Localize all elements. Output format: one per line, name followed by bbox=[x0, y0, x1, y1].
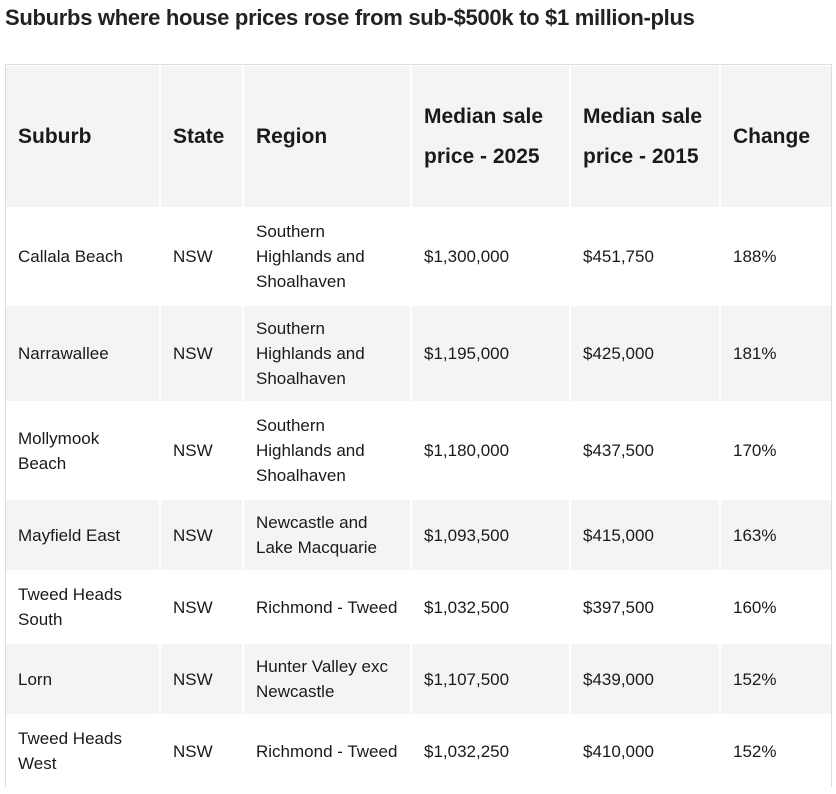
table-row: Lorn NSW Hunter Valley exc Newcastle $1,107… bbox=[6, 644, 831, 714]
cell-change: 181% bbox=[721, 306, 831, 401]
table-row: Mayfield East NSW Newcastle and Lake Macqu… bbox=[6, 500, 831, 570]
table-row: Narrawallee NSW Southern Highlands and Sho… bbox=[6, 306, 831, 401]
header-row: Suburb State Region Median sale price - … bbox=[6, 66, 831, 207]
header-suburb: Suburb bbox=[6, 66, 159, 207]
cell-price-2015: $425,000 bbox=[571, 306, 719, 401]
cell-suburb: Mayfield East bbox=[6, 500, 159, 570]
cell-change: 170% bbox=[721, 403, 831, 498]
table-row: Mollymook Beach NSW Southern Highlands and… bbox=[6, 403, 831, 498]
header-change: Change bbox=[721, 66, 831, 207]
cell-state: NSW bbox=[161, 716, 242, 786]
cell-change: 160% bbox=[721, 572, 831, 642]
cell-region: Southern Highlands and Shoalhaven bbox=[244, 403, 410, 498]
cell-suburb: Mollymook Beach bbox=[6, 403, 159, 498]
cell-change: 163% bbox=[721, 500, 831, 570]
table-row: Tweed Heads South NSW Richmond - Tweed $1,0… bbox=[6, 572, 831, 642]
cell-price-2015: $397,500 bbox=[571, 572, 719, 642]
cell-region: Richmond - Tweed bbox=[244, 716, 410, 786]
cell-state: NSW bbox=[161, 572, 242, 642]
cell-price-2025: $1,180,000 bbox=[412, 403, 569, 498]
cell-state: NSW bbox=[161, 403, 242, 498]
cell-region: Southern Highlands and Shoalhaven bbox=[244, 209, 410, 304]
cell-change: 152% bbox=[721, 716, 831, 786]
cell-region: Richmond - Tweed bbox=[244, 572, 410, 642]
page-title: Suburbs where house prices rose from sub… bbox=[5, 5, 695, 30]
cell-price-2015: $439,000 bbox=[571, 644, 719, 714]
cell-price-2015: $451,750 bbox=[571, 209, 719, 304]
cell-price-2025: $1,195,000 bbox=[412, 306, 569, 401]
table-container: Suburb State Region Median sale price - … bbox=[5, 64, 832, 787]
header-state: State bbox=[161, 66, 242, 207]
cell-suburb: Callala Beach bbox=[6, 209, 159, 304]
cell-price-2015: $437,500 bbox=[571, 403, 719, 498]
cell-change: 152% bbox=[721, 644, 831, 714]
cell-region: Southern Highlands and Shoalhaven bbox=[244, 306, 410, 401]
table-row: Tweed Heads West NSW Richmond - Tweed $1,03… bbox=[6, 716, 831, 786]
cell-region: Hunter Valley exc Newcastle bbox=[244, 644, 410, 714]
header-price-2025: Median sale price - 2025 bbox=[412, 66, 569, 207]
cell-price-2025: $1,093,500 bbox=[412, 500, 569, 570]
cell-region: Newcastle and Lake Macquarie bbox=[244, 500, 410, 570]
table-row: Callala Beach NSW Southern Highlands and S… bbox=[6, 209, 831, 304]
cell-state: NSW bbox=[161, 209, 242, 304]
cell-suburb: Tweed Heads West bbox=[6, 716, 159, 786]
cell-price-2025: $1,107,500 bbox=[412, 644, 569, 714]
cell-state: NSW bbox=[161, 500, 242, 570]
cell-price-2015: $410,000 bbox=[571, 716, 719, 786]
cell-state: NSW bbox=[161, 306, 242, 401]
cell-suburb: Tweed Heads South bbox=[6, 572, 159, 642]
cell-price-2025: $1,300,000 bbox=[412, 209, 569, 304]
price-table: Suburb State Region Median sale price - … bbox=[4, 64, 833, 788]
cell-state: NSW bbox=[161, 644, 242, 714]
cell-price-2015: $415,000 bbox=[571, 500, 719, 570]
header-region: Region bbox=[244, 66, 410, 207]
header-price-2015: Median sale price - 2015 bbox=[571, 66, 719, 207]
cell-change: 188% bbox=[721, 209, 831, 304]
cell-suburb: Narrawallee bbox=[6, 306, 159, 401]
cell-suburb: Lorn bbox=[6, 644, 159, 714]
cell-price-2025: $1,032,250 bbox=[412, 716, 569, 786]
cell-price-2025: $1,032,500 bbox=[412, 572, 569, 642]
